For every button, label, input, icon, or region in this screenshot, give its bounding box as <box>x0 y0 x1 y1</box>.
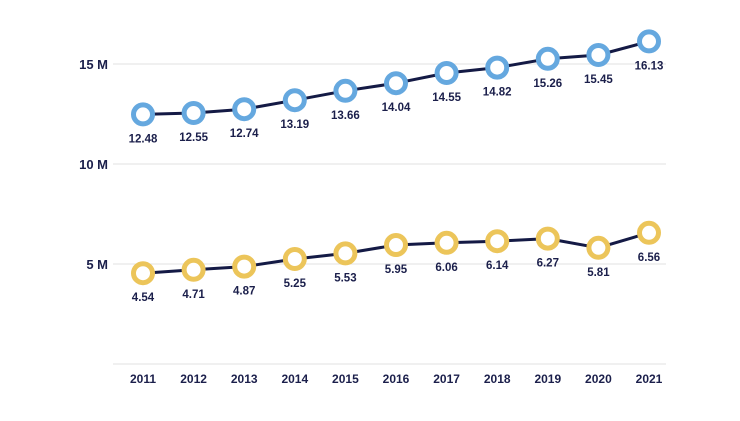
data-point <box>434 61 459 85</box>
data-label: 14.04 <box>382 102 411 114</box>
data-label: 6.06 <box>435 262 457 274</box>
x-tick-label: 2014 <box>281 372 308 386</box>
data-point <box>586 43 611 67</box>
y-axis-ticks: 5 M 10 M 15 M <box>79 57 108 272</box>
data-label: 4.71 <box>182 289 205 301</box>
data-label: 5.81 <box>587 267 610 279</box>
data-label: 16.13 <box>635 60 664 72</box>
x-tick-label: 2017 <box>433 372 460 386</box>
data-point <box>181 101 206 125</box>
data-label: 13.19 <box>280 119 309 131</box>
x-tick-label: 2016 <box>383 372 410 386</box>
x-tick-label: 2015 <box>332 372 359 386</box>
data-point <box>333 241 358 266</box>
data-point <box>131 261 155 286</box>
data-point <box>434 230 459 255</box>
data-label: 12.48 <box>129 133 158 145</box>
data-point <box>535 46 560 71</box>
data-point <box>232 97 257 122</box>
data-point <box>282 247 307 271</box>
x-tick-label: 2020 <box>585 372 612 386</box>
x-axis-ticks: 2011 2012 2013 2014 2015 2016 2017 2018 2019 2020… <box>130 372 663 386</box>
data-point <box>232 254 257 279</box>
data-label: 5.95 <box>385 264 408 276</box>
y-tick-label: 5 M <box>86 257 108 272</box>
data-label: 6.27 <box>537 258 559 270</box>
x-tick-label: 2011 <box>130 372 156 386</box>
x-tick-label: 2018 <box>484 372 511 386</box>
data-label: 15.45 <box>584 74 613 86</box>
data-label: 15.26 <box>533 78 562 90</box>
data-label: 13.66 <box>331 110 360 122</box>
data-label: 14.82 <box>483 87 512 99</box>
data-point <box>282 88 307 113</box>
series-0: 12.48 12.55 12.74 13.19 13.66 14.04 14.55 14.82… <box>129 29 664 145</box>
series-1: 4.54 4.71 4.87 5.25 5.53 5.95 6.06 6.14 6.27 5.81… <box>131 220 661 304</box>
y-tick-label: 15 M <box>79 57 108 72</box>
series-layer: 12.48 12.55 12.74 13.19 13.66 14.04 14.55 14.82… <box>129 29 664 304</box>
data-label: 5.25 <box>284 278 307 290</box>
x-tick-label: 2019 <box>534 372 561 386</box>
x-tick-label: 2021 <box>636 372 663 386</box>
data-point <box>333 78 358 103</box>
data-point <box>535 226 560 251</box>
data-point <box>586 235 611 260</box>
x-tick-label: 2013 <box>231 372 258 386</box>
data-label: 6.14 <box>486 260 509 272</box>
data-label: 6.56 <box>638 252 660 264</box>
x-tick-label: 2012 <box>180 372 207 386</box>
data-point <box>485 229 510 254</box>
data-label: 4.54 <box>132 292 155 304</box>
data-point <box>384 233 408 257</box>
data-label: 12.74 <box>230 128 259 140</box>
data-label: 5.53 <box>334 272 356 284</box>
data-point <box>181 257 206 282</box>
grid-layer <box>113 63 666 365</box>
data-point <box>131 102 155 127</box>
data-point <box>485 55 510 80</box>
data-label: 14.55 <box>432 92 461 104</box>
data-label: 4.87 <box>233 286 255 298</box>
y-tick-label: 10 M <box>79 157 108 172</box>
data-point <box>384 71 408 96</box>
data-point <box>637 220 661 245</box>
data-point <box>637 29 661 54</box>
data-label: 12.55 <box>179 132 208 144</box>
